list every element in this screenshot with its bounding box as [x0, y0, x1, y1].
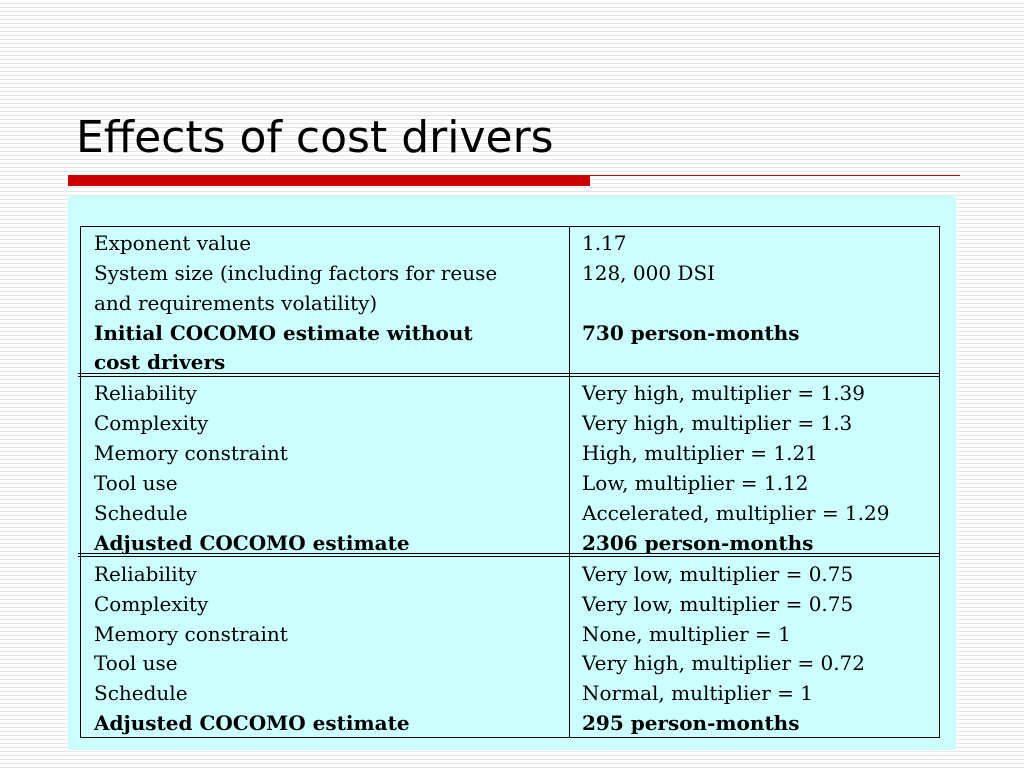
row-label-exponent: Exponent value	[94, 231, 252, 255]
row-label-memory-constraint: Memory constraint	[94, 622, 288, 646]
section-divider	[78, 553, 940, 557]
row-value-memory-constraint: None, multiplier = 1	[582, 622, 791, 646]
row-label-initial-estimate: Initial COCOMO estimate without	[94, 321, 473, 345]
column-divider	[569, 226, 570, 738]
row-value-memory-constraint: High, multiplier = 1.21	[582, 441, 818, 465]
row-value-initial-estimate: 730 person-months	[582, 321, 800, 345]
row-label-tool-use: Tool use	[94, 651, 178, 675]
row-label-initial-estimate-cont: cost drivers	[94, 350, 226, 374]
slide-title: Effects of cost drivers	[76, 112, 554, 163]
row-label-reliability: Reliability	[94, 381, 197, 405]
row-value-schedule: Normal, multiplier = 1	[582, 681, 813, 705]
row-value-reliability: Very low, multiplier = 0.75	[582, 562, 854, 586]
row-label-schedule: Schedule	[94, 501, 188, 525]
row-value-system-size: 128, 000 DSI	[582, 261, 716, 285]
row-label-complexity: Complexity	[94, 411, 209, 435]
row-value-adjusted-estimate: 295 person-months	[582, 711, 800, 735]
row-label-reliability: Reliability	[94, 562, 197, 586]
row-value-exponent: 1.17	[582, 231, 627, 255]
row-value-complexity: Very low, multiplier = 0.75	[582, 592, 854, 616]
cost-driver-table	[80, 226, 940, 738]
row-value-tool-use: Very high, multiplier = 0.72	[582, 651, 866, 675]
row-label-tool-use: Tool use	[94, 471, 178, 495]
row-label-system-size: System size (including factors for reuse	[94, 261, 498, 285]
row-value-reliability: Very high, multiplier = 1.39	[582, 381, 866, 405]
row-label-memory-constraint: Memory constraint	[94, 441, 288, 465]
row-label-adjusted-estimate: Adjusted COCOMO estimate	[94, 711, 410, 735]
row-label-schedule: Schedule	[94, 681, 188, 705]
row-value-tool-use: Low, multiplier = 1.12	[582, 471, 809, 495]
row-value-adjusted-estimate: 2306 person-months	[582, 531, 814, 555]
table-panel	[68, 196, 956, 750]
row-value-complexity: Very high, multiplier = 1.3	[582, 411, 853, 435]
title-underline-bar	[68, 175, 590, 186]
row-value-schedule: Accelerated, multiplier = 1.29	[582, 501, 890, 525]
row-label-adjusted-estimate: Adjusted COCOMO estimate	[94, 531, 410, 555]
section-divider	[78, 373, 940, 377]
title-underline-line	[590, 175, 960, 176]
row-label-complexity: Complexity	[94, 592, 209, 616]
row-label-system-size-cont: and requirements volatility)	[94, 291, 378, 315]
